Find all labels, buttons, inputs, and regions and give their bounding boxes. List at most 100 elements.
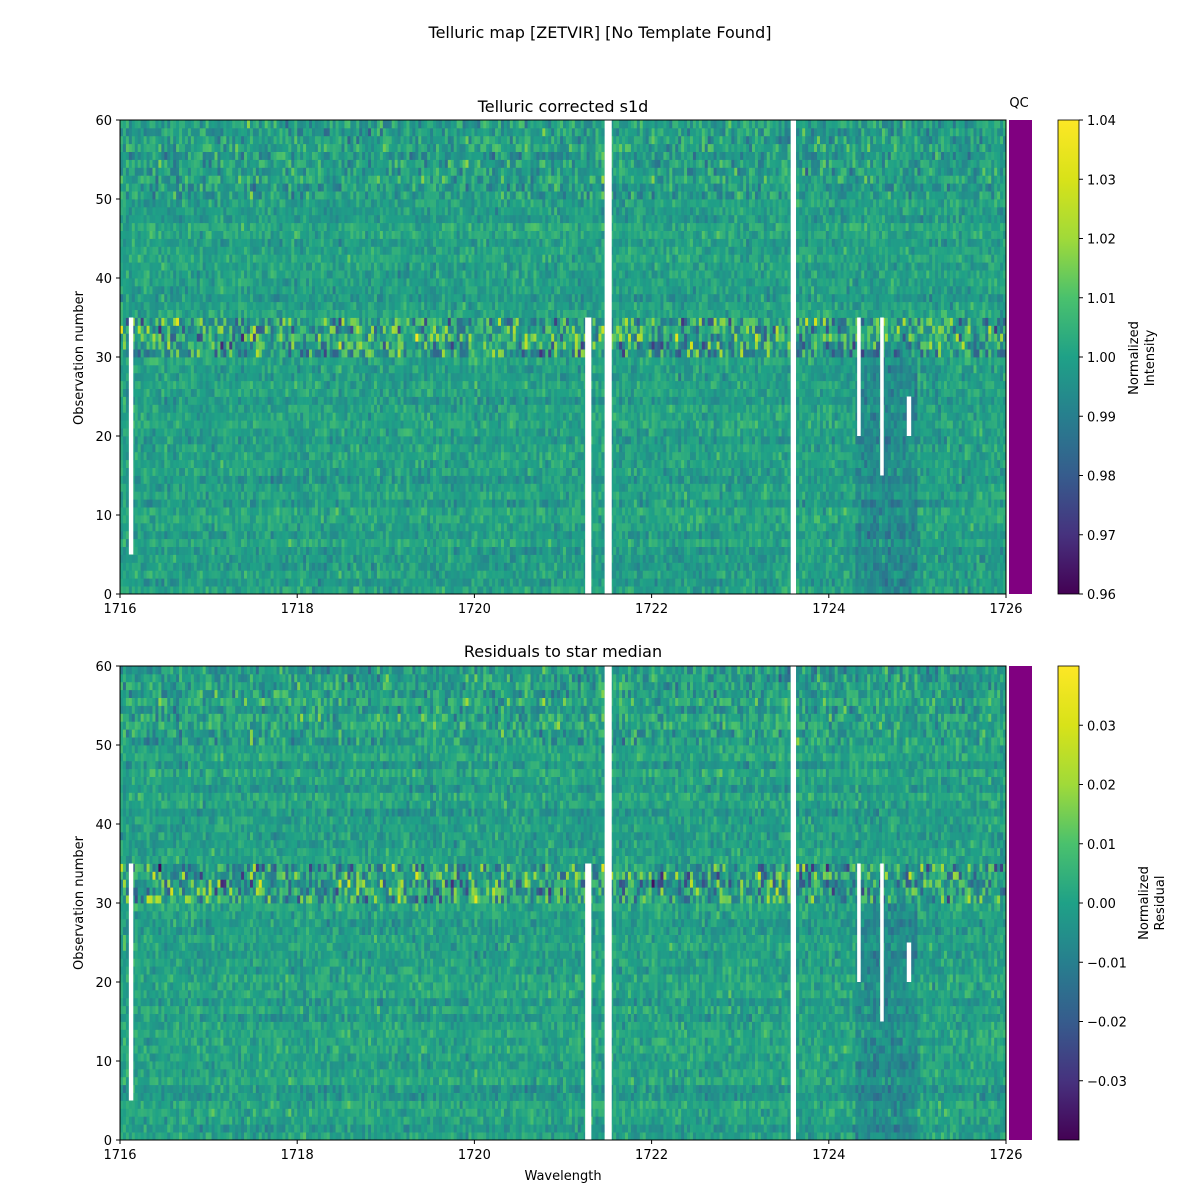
heatmap-cell [516, 555, 519, 563]
heatmap-cell [147, 555, 150, 563]
heatmap-cell [894, 578, 897, 586]
heatmap-cell [985, 570, 988, 578]
heatmap-cell [277, 586, 280, 594]
heatmap-cell [678, 578, 681, 586]
heatmap-cell [708, 523, 711, 531]
heatmap-cell [203, 531, 206, 539]
heatmap-cell [294, 586, 297, 594]
heatmap-cell [858, 547, 861, 555]
heatmap-cell [849, 531, 852, 539]
heatmap-cell [690, 562, 693, 570]
heatmap-cell [675, 555, 678, 563]
heatmap-cell [206, 531, 209, 539]
heatmap-cell [359, 531, 362, 539]
heatmap-cell [327, 547, 330, 555]
heatmap-cell [533, 578, 536, 586]
heatmap-cell [129, 562, 132, 570]
heatmap-cell [480, 539, 483, 547]
heatmap-cell [226, 515, 229, 523]
heatmap-cell [835, 555, 838, 563]
heatmap-cell [401, 555, 404, 563]
heatmap-cell [250, 586, 253, 594]
heatmap-cell [282, 515, 285, 523]
heatmap-cell [147, 578, 150, 586]
heatmap-cell [672, 555, 675, 563]
heatmap-cell [271, 555, 274, 563]
heatmap-cell [820, 539, 823, 547]
heatmap-cell [773, 515, 776, 523]
heatmap-cell [882, 515, 885, 523]
heatmap-cell [572, 562, 575, 570]
heatmap-cell [755, 523, 758, 531]
heatmap-cell [982, 547, 985, 555]
heatmap-cell [368, 539, 371, 547]
heatmap-cell [911, 570, 914, 578]
heatmap-cell [829, 555, 832, 563]
heatmap-cell [164, 515, 167, 523]
heatmap-cell [138, 578, 141, 586]
heatmap-cell [321, 570, 324, 578]
heatmap-cell [141, 586, 144, 594]
heatmap-cell [309, 531, 312, 539]
heatmap-cell [708, 531, 711, 539]
heatmap-cell [894, 547, 897, 555]
heatmap-cell [460, 515, 463, 523]
heatmap-cell [847, 547, 850, 555]
heatmap-cell [215, 562, 218, 570]
heatmap-cell [891, 531, 894, 539]
heatmap-cell [342, 539, 345, 547]
heatmap-cell [489, 523, 492, 531]
heatmap-cell [906, 531, 909, 539]
heatmap-cell [826, 570, 829, 578]
heatmap-cell [531, 531, 534, 539]
heatmap-cell [622, 539, 625, 547]
heatmap-cell [454, 547, 457, 555]
heatmap-cell [595, 531, 598, 539]
heatmap-cell [835, 547, 838, 555]
heatmap-cell [968, 531, 971, 539]
heatmap-cell [979, 547, 982, 555]
heatmap-cell [359, 562, 362, 570]
heatmap-cell [300, 547, 303, 555]
figure-suptitle: Telluric map [ZETVIR] [No Template Found… [428, 23, 772, 42]
heatmap-cell [909, 570, 912, 578]
heatmap-cell [841, 515, 844, 523]
heatmap-cell [188, 523, 191, 531]
heatmap-cell [498, 515, 501, 523]
heatmap-cell [929, 531, 932, 539]
heatmap-cell [569, 515, 572, 523]
heatmap-cell [371, 578, 374, 586]
heatmap-cell [652, 539, 655, 547]
heatmap-cell [861, 570, 864, 578]
heatmap-cell [826, 515, 829, 523]
heatmap-cell [141, 523, 144, 531]
heatmap-cell [510, 515, 513, 523]
heatmap-cell [731, 562, 734, 570]
heatmap-cell [637, 586, 640, 594]
heatmap-cell [144, 539, 147, 547]
heatmap-cell [256, 586, 259, 594]
heatmap-cell [663, 570, 666, 578]
heatmap-cell [649, 539, 652, 547]
heatmap-cell [285, 547, 288, 555]
heatmap-cell [480, 547, 483, 555]
heatmap-cell [891, 523, 894, 531]
heatmap-cell [864, 539, 867, 547]
heatmap-cell [563, 555, 566, 563]
heatmap-cell [274, 523, 277, 531]
heatmap-cell [616, 570, 619, 578]
heatmap-cell [699, 515, 702, 523]
heatmap-cell [882, 562, 885, 570]
heatmap-cell [309, 562, 312, 570]
heatmap-cell [430, 523, 433, 531]
heatmap-cell [371, 523, 374, 531]
heatmap-cell [923, 523, 926, 531]
heatmap-cell [253, 539, 256, 547]
heatmap-cell [194, 547, 197, 555]
heatmap-cell [513, 531, 516, 539]
heatmap-cell [554, 531, 557, 539]
heatmap-cell [486, 562, 489, 570]
heatmap-cell [962, 586, 965, 594]
heatmap-cell [852, 531, 855, 539]
heatmap-cell [321, 586, 324, 594]
